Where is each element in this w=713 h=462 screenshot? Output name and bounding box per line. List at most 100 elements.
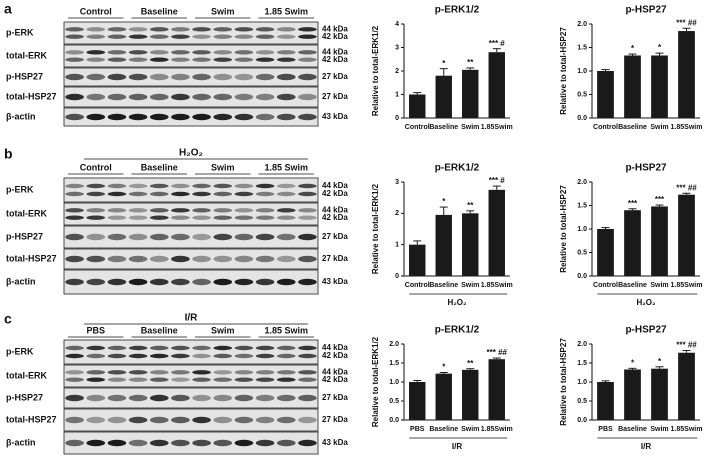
bar (624, 210, 641, 276)
band (65, 183, 84, 189)
band (234, 394, 254, 402)
y-axis-label: Relative to total-HSP27 (559, 27, 568, 115)
band (171, 377, 190, 382)
panel-letter: c (4, 311, 12, 327)
blot-strip (63, 86, 319, 108)
band (234, 233, 254, 241)
band (255, 50, 275, 55)
band (255, 394, 275, 402)
blot-strip (63, 21, 319, 45)
kda-label: 44 kDa (322, 47, 348, 56)
band (234, 377, 254, 382)
band (107, 439, 127, 447)
band (171, 208, 190, 213)
x-tick-label: Swim (650, 282, 668, 289)
band (128, 370, 148, 375)
band (255, 255, 275, 263)
group-label: Baseline (141, 6, 178, 16)
band (213, 93, 233, 101)
x-tick-label: Control (593, 124, 618, 131)
kda-label: 44 kDa (322, 205, 348, 214)
band (213, 416, 233, 424)
band (213, 394, 233, 402)
y-tick-label: 2 (395, 210, 399, 217)
band (234, 34, 254, 39)
band (298, 233, 317, 241)
band (192, 255, 211, 263)
significance: *** ## (676, 183, 697, 192)
row-label: total-HSP27 (6, 91, 57, 101)
blot-strip (63, 44, 319, 68)
band (128, 208, 148, 213)
bar (462, 213, 479, 276)
band (65, 233, 84, 241)
band (213, 278, 233, 286)
band (255, 208, 275, 213)
band (276, 215, 296, 220)
kda-label: 42 kDa (322, 189, 348, 198)
band (149, 50, 169, 55)
band (65, 416, 84, 424)
band (86, 278, 106, 286)
band (192, 370, 211, 375)
x-tick-label: Control (405, 282, 430, 289)
band (276, 278, 296, 286)
band (192, 416, 211, 424)
x-tick-label: Baseline (618, 124, 647, 131)
row-label: total-HSP27 (6, 253, 57, 263)
band (213, 215, 233, 220)
band (86, 208, 106, 213)
band (298, 439, 317, 447)
band (192, 50, 211, 55)
band (149, 416, 169, 424)
group-label: Control (80, 6, 112, 16)
band (276, 113, 296, 121)
bar (409, 382, 426, 420)
band (234, 215, 254, 220)
band (149, 439, 169, 447)
x-tick-label: 1.85Swim (481, 426, 513, 433)
band (192, 345, 211, 351)
bar (435, 214, 452, 276)
band (107, 50, 127, 55)
significance: * (631, 358, 635, 367)
x-tick-label: Baseline (429, 426, 458, 433)
band (149, 93, 169, 101)
kda-label: 43 kDa (322, 438, 348, 447)
row-label: total-ERK (6, 208, 47, 218)
band (213, 208, 233, 213)
blot-strip (63, 225, 319, 249)
band (255, 57, 275, 62)
band (107, 93, 127, 101)
y-tick-label: 0.0 (577, 417, 587, 424)
band (128, 50, 148, 55)
x-tick-label: 1.85Swim (671, 124, 703, 131)
y-tick-label: 1.0 (389, 379, 399, 386)
band (234, 416, 254, 424)
band (65, 191, 84, 197)
band (234, 370, 254, 375)
significance: * (631, 44, 635, 53)
band (128, 73, 148, 81)
blot-strip (63, 202, 319, 226)
bar (488, 189, 505, 276)
panel-letter: a (4, 1, 12, 17)
kda-label: 44 kDa (322, 181, 348, 190)
band (107, 183, 127, 189)
band (255, 93, 275, 101)
band (171, 113, 190, 121)
band (276, 34, 296, 39)
band (276, 208, 296, 213)
band (255, 377, 275, 382)
band (213, 57, 233, 62)
y-tick-label: 0.0 (577, 115, 587, 122)
kda-label: 27 kDa (322, 254, 348, 263)
band (276, 370, 296, 375)
band (298, 93, 317, 101)
x-tick-label: 1.85Swim (671, 426, 703, 433)
x-tick-label: PBS (598, 426, 613, 433)
band (192, 353, 211, 359)
bar (597, 382, 614, 420)
group-label: Swim (211, 325, 235, 335)
bar (462, 369, 479, 420)
